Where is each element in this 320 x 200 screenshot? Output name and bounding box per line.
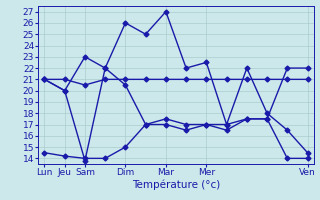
X-axis label: Température (°c): Température (°c) [132,180,220,190]
